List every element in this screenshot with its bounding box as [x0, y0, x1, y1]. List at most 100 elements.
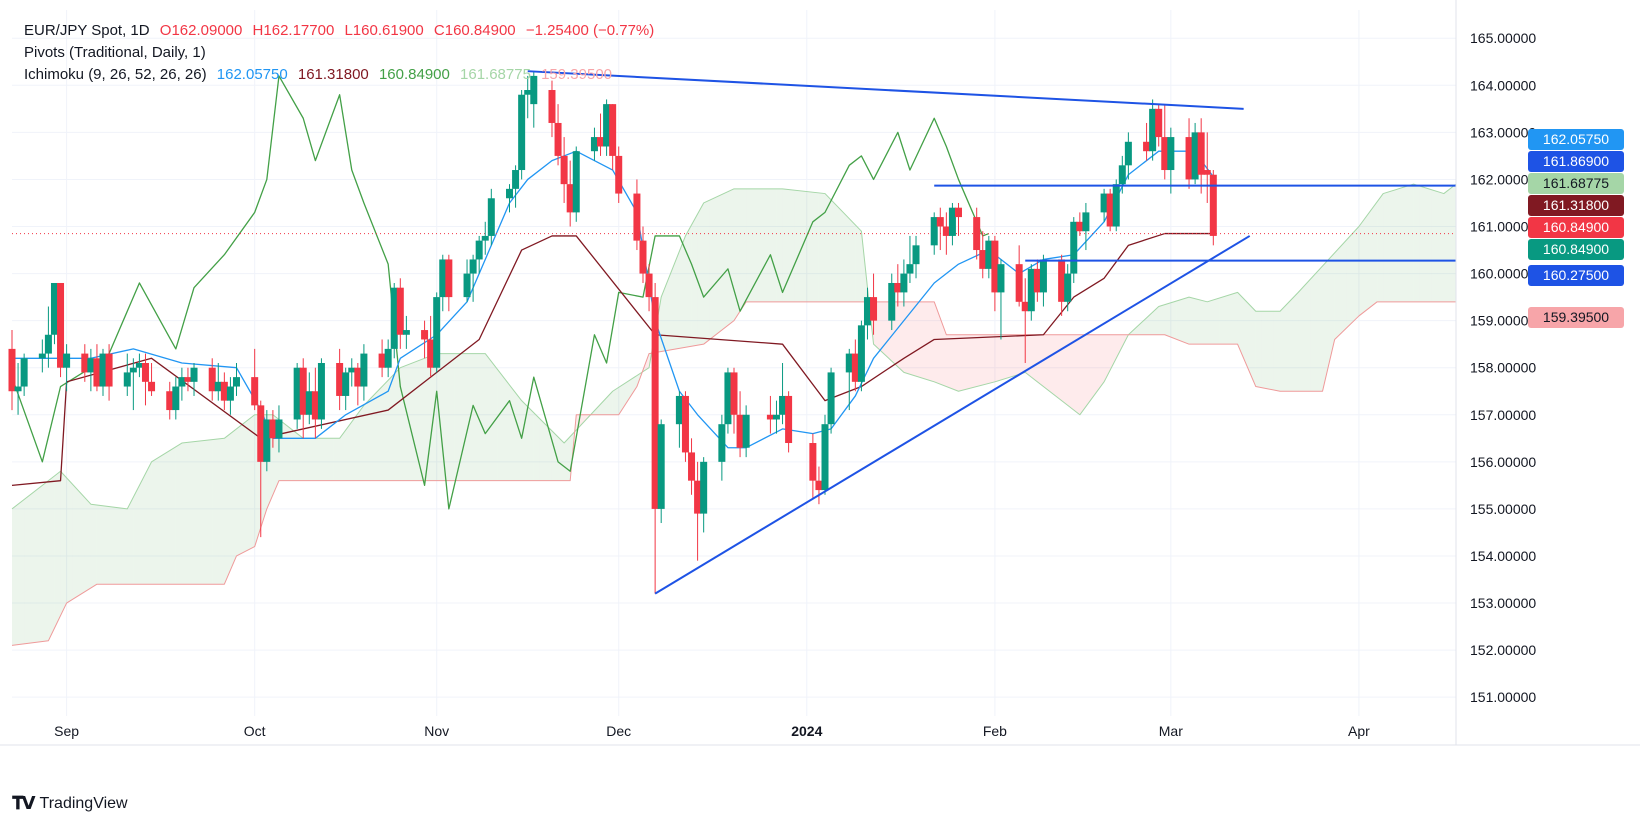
candle-body — [141, 363, 149, 382]
cloud-segment — [734, 188, 741, 321]
cloud-segment — [236, 424, 243, 556]
cloud-segment — [1152, 306, 1159, 335]
cloud-segment — [36, 485, 43, 643]
cloud-segment — [770, 188, 777, 302]
cloud-segment — [740, 188, 747, 312]
candle-body — [293, 367, 301, 420]
candle-body — [597, 137, 605, 147]
grid-layer — [12, 10, 1456, 716]
candle-body — [172, 386, 180, 411]
cloud-segment — [970, 334, 977, 389]
candle-body — [129, 367, 137, 373]
candle-body — [251, 377, 259, 406]
cloud-segment — [1310, 272, 1317, 392]
candle-body — [979, 250, 987, 269]
cloud-segment — [1413, 184, 1420, 302]
cloud-segment — [903, 301, 910, 375]
y-tick-label: 158.00000 — [1470, 360, 1536, 376]
candle-body — [821, 424, 829, 491]
cloud-segment — [1170, 300, 1177, 340]
drawings-layer — [527, 70, 1456, 595]
x-tick-label: Dec — [606, 723, 631, 739]
cloud-segment — [151, 458, 158, 585]
pivots-label[interactable]: Pivots (Traditional, Daily, 1) — [24, 44, 206, 61]
cloud-segment — [551, 430, 559, 481]
cloud-segment — [18, 499, 25, 645]
candle-body — [360, 353, 368, 387]
candle-body — [390, 287, 398, 349]
candle-body — [1064, 273, 1072, 302]
y-tick-label: 155.00000 — [1470, 501, 1536, 517]
price-label-box: 161.68775 — [1528, 173, 1624, 194]
cloud-segment — [691, 213, 698, 347]
candle-body — [554, 122, 562, 156]
candle-body — [1155, 108, 1163, 138]
cloud-segment — [533, 412, 540, 481]
cloud-segment — [181, 442, 188, 585]
candle-body — [809, 443, 817, 481]
cloud-segment — [248, 414, 255, 550]
cloud-segment — [339, 430, 346, 481]
cloud-segment — [357, 405, 364, 481]
x-tick-label: Feb — [983, 723, 1007, 739]
cloud-segment — [558, 436, 565, 481]
cloud-segment — [1007, 334, 1014, 379]
candle-body — [506, 188, 514, 199]
candle-body — [566, 184, 574, 213]
symbol-title[interactable]: EUR/JPY Spot, 1D — [24, 22, 150, 39]
cloud-segment — [606, 391, 613, 415]
cloud-segment — [1085, 334, 1092, 407]
candle-body — [512, 170, 520, 189]
cloud-segment — [1267, 311, 1274, 391]
candle-body — [639, 240, 647, 274]
cloud-segment — [758, 188, 765, 302]
cloud-segment — [509, 384, 516, 481]
cloud-segment — [394, 367, 401, 481]
cloud-segment — [916, 301, 923, 379]
ichimoku-label[interactable]: Ichimoku (9, 26, 52, 26, 26) — [24, 66, 207, 83]
cloud-segment — [1243, 298, 1250, 373]
y-tick-label: 159.00000 — [1470, 313, 1536, 329]
candle-body — [44, 334, 52, 354]
candle-body — [991, 240, 999, 293]
cloud-segment — [345, 421, 352, 481]
cloud-segment — [1219, 296, 1226, 345]
cloud-segment — [503, 377, 510, 481]
candle-body — [1124, 141, 1132, 166]
tradingview-logo-icon: 𝐓V — [12, 793, 35, 814]
candle-body — [675, 395, 683, 425]
tradingview-logo[interactable]: 𝐓V TradingView — [12, 793, 128, 814]
cloud-segment — [1189, 297, 1196, 345]
candle-body — [1149, 108, 1157, 152]
candle-body — [1185, 137, 1193, 180]
cloud-segment — [1358, 218, 1365, 316]
cloud-segment — [679, 235, 686, 349]
candle-body — [99, 353, 107, 387]
candle-body — [1209, 174, 1217, 236]
candle-body — [1033, 268, 1041, 293]
candle-body — [299, 367, 307, 415]
chart-legend: EUR/JPY Spot, 1D O162.09000 H162.17700 L… — [24, 20, 660, 86]
cloud-segment — [121, 508, 128, 585]
candle-body — [81, 353, 89, 373]
candle-body — [342, 372, 350, 396]
candle-body — [888, 282, 896, 321]
candle-body — [20, 358, 28, 387]
cloud-segment — [139, 473, 146, 585]
x-tick-label: Nov — [424, 723, 449, 739]
cloud-segment — [1031, 334, 1038, 382]
cloud-segment — [66, 477, 73, 604]
candle-body — [166, 391, 174, 411]
cloud-segment — [709, 197, 716, 340]
cloud-segment — [812, 192, 819, 302]
cloud-segment — [1098, 334, 1105, 391]
cloud-segment — [218, 438, 225, 585]
cloud-segment — [782, 188, 789, 302]
candle-body — [257, 405, 265, 462]
cloud-segment — [1340, 239, 1347, 334]
price-label-box: 162.05750 — [1528, 129, 1624, 150]
cloud-segment — [1395, 187, 1402, 302]
cloud-segment — [1176, 298, 1183, 342]
candle-body — [718, 424, 726, 462]
